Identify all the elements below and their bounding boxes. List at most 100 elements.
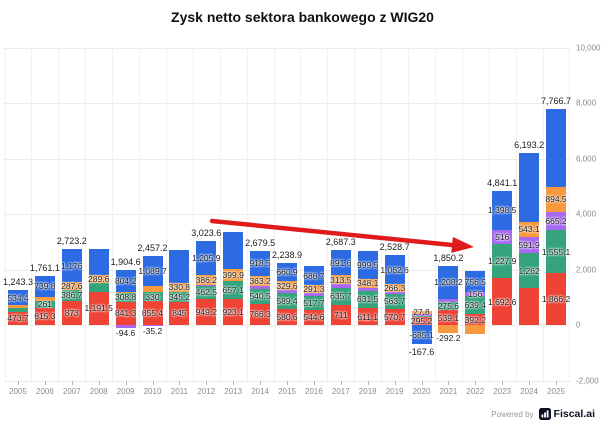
bar-segment-2006-red[interactable] <box>34 307 55 325</box>
bar-segment-2011-red[interactable] <box>169 301 190 325</box>
bar-segment-2016-purple[interactable] <box>303 293 324 296</box>
bar-segment-2019-green[interactable] <box>384 293 405 310</box>
bar-segment-2011-blue[interactable] <box>169 250 190 283</box>
bar-segment-2007-blue[interactable] <box>61 249 82 283</box>
bar-segment-2017-blue[interactable] <box>330 250 351 276</box>
bar-segment-2015-green[interactable] <box>277 292 297 309</box>
bar-segment-2024-purple[interactable] <box>519 236 540 254</box>
bar-segment-2020-red[interactable] <box>411 316 432 325</box>
bar-segment-2020-green[interactable] <box>411 316 432 317</box>
bar-segment-2015-red[interactable] <box>277 308 297 325</box>
bar-segment-2010-green[interactable] <box>142 292 163 302</box>
bar-segment-2025-red[interactable] <box>546 273 566 325</box>
bar-segment-2022-red[interactable] <box>465 314 486 325</box>
bar-segment-2018-red[interactable] <box>357 308 378 325</box>
bar-segment-2014-purple[interactable] <box>250 286 271 289</box>
bar-segment-2017-purple[interactable] <box>330 283 351 288</box>
bar-segment-2021-green[interactable] <box>438 302 459 311</box>
bar-segment-2021-purple[interactable] <box>438 299 459 303</box>
bar-segment-2022-purple[interactable] <box>465 292 486 297</box>
bar-segment-2024-green[interactable] <box>519 253 540 289</box>
bar-segment-2013-blue[interactable] <box>223 232 244 270</box>
bar-segment-2014-green[interactable] <box>250 288 271 304</box>
bar-segment-2017-red[interactable] <box>330 305 351 325</box>
bar-segment-2006-green[interactable] <box>34 300 55 308</box>
bar-segment-2025-orange[interactable] <box>546 186 566 212</box>
bar-segment-2015-purple[interactable] <box>277 290 297 293</box>
bar-segment-2017-orange[interactable] <box>330 275 351 284</box>
bar-segment-2017-green[interactable] <box>330 287 351 306</box>
bar-segment-2022-orange[interactable] <box>465 325 486 335</box>
bar-segment-2014-orange[interactable] <box>250 276 271 287</box>
fiscal-brand-link[interactable]: Fiscal.ai <box>538 408 595 420</box>
bar-segment-2023-red[interactable] <box>492 278 513 325</box>
bar-segment-2009-blue[interactable] <box>115 269 136 292</box>
bar-segment-2012-purple[interactable] <box>196 285 217 286</box>
bar-segment-2013-purple[interactable] <box>223 280 244 282</box>
bar-segment-2020-orange[interactable] <box>411 310 432 315</box>
bar-segment-2023-blue[interactable] <box>492 190 513 230</box>
bar-segment-2018-blue[interactable] <box>357 250 378 279</box>
bar-segment-2022-blue[interactable] <box>465 271 486 293</box>
bar-segment-2018-orange[interactable] <box>357 278 378 289</box>
bar-segment-2013-green[interactable] <box>223 281 244 300</box>
bar-segment-2007-green[interactable] <box>61 290 82 301</box>
bar-segment-2023-purple[interactable] <box>492 229 513 244</box>
bar-segment-2009-purple[interactable] <box>115 325 136 328</box>
bar-segment-2024-red[interactable] <box>519 288 540 325</box>
bar-segment-2009-orange[interactable] <box>115 291 136 294</box>
bar-segment-2010-purple[interactable] <box>142 325 163 326</box>
bar-segment-2005-blue[interactable] <box>8 290 28 306</box>
bar-segment-2019-red[interactable] <box>384 309 405 325</box>
bar-segment-2025-purple[interactable] <box>546 211 566 231</box>
bar-segment-2015-blue[interactable] <box>277 262 297 282</box>
bar-segment-2019-orange[interactable] <box>384 284 405 292</box>
bar-segment-2010-orange[interactable] <box>142 286 163 293</box>
bar-segment-2015-orange[interactable] <box>277 281 297 291</box>
bar-segment-2012-green[interactable] <box>196 285 217 299</box>
bar-segment-2014-red[interactable] <box>250 303 271 325</box>
bar-segment-2011-orange[interactable] <box>169 282 190 292</box>
bar-segment-2016-red[interactable] <box>303 309 324 325</box>
bar-segment-2018-purple[interactable] <box>357 288 378 291</box>
bar-segment-2005-orange[interactable] <box>8 305 28 308</box>
bar-segment-2018-green[interactable] <box>357 290 378 309</box>
bar-segment-2009-red[interactable] <box>115 301 136 325</box>
bar-segment-2008-green[interactable] <box>88 283 109 292</box>
bar-segment-2023-green[interactable] <box>492 243 513 279</box>
bar-segment-2014-blue[interactable] <box>250 250 271 277</box>
bar-segment-2011-green[interactable] <box>169 291 190 302</box>
bar-segment-2024-blue[interactable] <box>519 153 540 222</box>
bar-segment-2007-red[interactable] <box>61 300 82 325</box>
bar-segment-2010-blue[interactable] <box>142 255 163 287</box>
bar-segment-2013-red[interactable] <box>223 299 244 325</box>
bar-segment-2016-green[interactable] <box>303 295 324 310</box>
bar-segment-2006-blue[interactable] <box>34 276 55 297</box>
bar-segment-2005-red[interactable] <box>8 311 28 325</box>
bar-segment-2016-orange[interactable] <box>303 285 324 294</box>
bar-segment-2007-orange[interactable] <box>61 282 82 291</box>
bar-segment-2024-orange[interactable] <box>519 221 540 237</box>
bar-segment-2019-purple[interactable] <box>384 291 405 294</box>
bar-segment-2013-orange[interactable] <box>223 269 244 281</box>
bar-segment-2021-red[interactable] <box>438 310 459 325</box>
bar-segment-2012-red[interactable] <box>196 298 217 325</box>
bar-segment-2010-red[interactable] <box>142 301 163 325</box>
bar-segment-2009-green[interactable] <box>115 293 136 302</box>
bar-segment-2008-red[interactable] <box>88 291 109 325</box>
bar-segment-2025-blue[interactable] <box>546 109 566 187</box>
bar-segment-2022-green[interactable] <box>465 296 486 315</box>
bar-segment-2012-orange[interactable] <box>196 274 217 286</box>
bar-segment-2021-orange[interactable] <box>438 325 459 334</box>
bar-segment-2020-purple[interactable] <box>411 314 432 317</box>
bar-segment-2021-blue[interactable] <box>438 265 459 300</box>
bar-segment-2005-green[interactable] <box>8 307 28 312</box>
bar-segment-2006-orange[interactable] <box>34 296 55 301</box>
bar-segment-2025-green[interactable] <box>546 230 566 274</box>
bar-segment-2012-blue[interactable] <box>196 241 217 275</box>
bar-segment-2016-blue[interactable] <box>303 266 324 286</box>
bar-segment-2008-orange[interactable] <box>88 275 109 284</box>
bar-segment-2020-blue[interactable] <box>411 325 432 344</box>
bar-segment-2019-blue[interactable] <box>384 254 405 285</box>
bar-segment-2008-blue[interactable] <box>88 248 109 276</box>
